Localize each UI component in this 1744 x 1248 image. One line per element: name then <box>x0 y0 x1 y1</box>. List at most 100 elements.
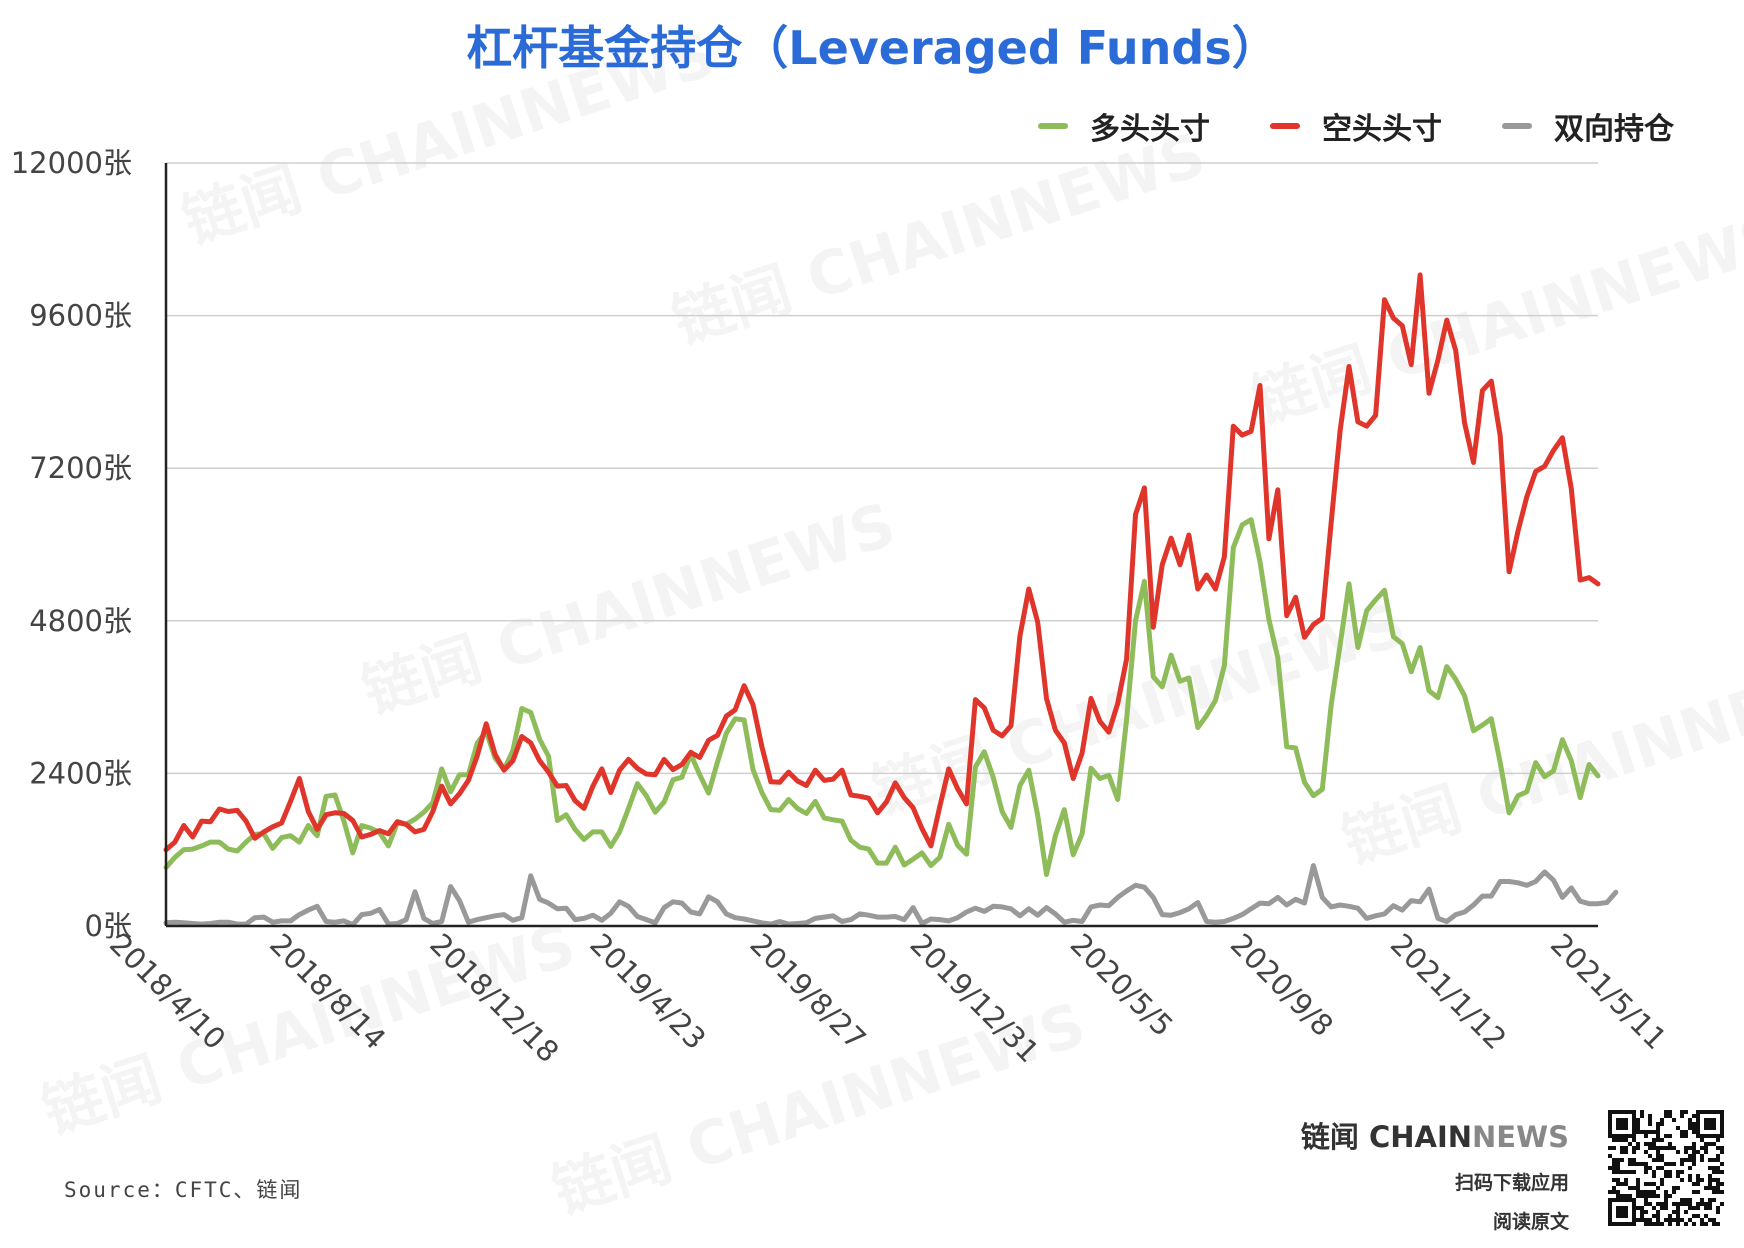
qr-module <box>1608 1130 1612 1134</box>
y-tick-label: 9600张 <box>29 299 132 333</box>
qr-module <box>1608 1202 1612 1206</box>
legend: 多头头寸 空头头寸 双向持仓 <box>1038 104 1674 148</box>
qr-module <box>1692 1214 1696 1218</box>
qr-module <box>1656 1214 1660 1218</box>
qr-module <box>1660 1182 1664 1186</box>
qr-module <box>1712 1142 1716 1146</box>
qr-module <box>1720 1146 1724 1150</box>
qr-module <box>1660 1118 1664 1122</box>
qr-module <box>1720 1150 1724 1154</box>
qr-module <box>1716 1222 1720 1226</box>
brand-name: 链闻 CHAINNEWS <box>1301 1114 1569 1156</box>
qr-module <box>1608 1210 1612 1214</box>
qr-module <box>1656 1126 1660 1130</box>
x-tick-label: 2018/8/14 <box>263 927 392 1056</box>
qr-module <box>1712 1170 1716 1174</box>
qr-module <box>1712 1158 1716 1162</box>
qr-module <box>1692 1162 1696 1166</box>
qr-module <box>1716 1110 1720 1114</box>
qr-module <box>1704 1222 1708 1226</box>
qr-module <box>1656 1202 1660 1206</box>
qr-module <box>1616 1214 1620 1218</box>
qr-module <box>1608 1110 1612 1114</box>
qr-module <box>1620 1138 1624 1142</box>
chart-title: 杠杆基金持仓（Leveraged Funds） <box>466 21 1278 75</box>
qr-module <box>1652 1182 1656 1186</box>
x-tick-label: 2020/9/8 <box>1224 927 1340 1043</box>
qr-module <box>1652 1138 1656 1142</box>
qr-module <box>1692 1150 1696 1154</box>
qr-code-icon[interactable] <box>1608 1110 1724 1226</box>
qr-module <box>1636 1194 1640 1198</box>
qr-module <box>1696 1190 1700 1194</box>
qr-module <box>1636 1126 1640 1130</box>
qr-module <box>1644 1218 1648 1222</box>
qr-module <box>1616 1134 1620 1138</box>
qr-module <box>1616 1166 1620 1170</box>
qr-module <box>1648 1222 1652 1226</box>
legend-swatch-spread <box>1502 123 1532 129</box>
qr-module <box>1712 1190 1716 1194</box>
qr-module <box>1656 1218 1660 1222</box>
qr-module <box>1628 1198 1632 1202</box>
qr-module <box>1672 1146 1676 1150</box>
qr-module <box>1672 1162 1676 1166</box>
x-tick-label: 2021/1/12 <box>1384 927 1513 1056</box>
qr-module <box>1628 1142 1632 1146</box>
qr-module <box>1628 1222 1632 1226</box>
qr-module <box>1624 1170 1628 1174</box>
qr-module <box>1704 1186 1708 1190</box>
qr-module <box>1620 1126 1624 1130</box>
qr-module <box>1612 1222 1616 1226</box>
qr-module <box>1704 1146 1708 1150</box>
qr-module <box>1636 1146 1640 1150</box>
qr-module <box>1712 1134 1716 1138</box>
qr-module <box>1684 1222 1688 1226</box>
axes <box>164 163 1598 928</box>
qr-module <box>1676 1126 1680 1130</box>
qr-module <box>1632 1134 1636 1138</box>
qr-module <box>1608 1166 1612 1170</box>
qr-module <box>1612 1166 1616 1170</box>
qr-module <box>1676 1206 1680 1210</box>
qr-module <box>1704 1134 1708 1138</box>
qr-module <box>1708 1198 1712 1202</box>
qr-module <box>1660 1138 1664 1142</box>
qr-module <box>1624 1122 1628 1126</box>
qr-module <box>1616 1182 1620 1186</box>
qr-module <box>1660 1222 1664 1226</box>
qr-module <box>1632 1198 1636 1202</box>
qr-module <box>1632 1126 1636 1130</box>
qr-module <box>1716 1170 1720 1174</box>
qr-module <box>1620 1150 1624 1154</box>
qr-module <box>1680 1110 1684 1114</box>
qr-module <box>1708 1134 1712 1138</box>
spread-position-line <box>163 863 1619 928</box>
qr-module <box>1656 1150 1660 1154</box>
qr-module <box>1700 1158 1704 1162</box>
qr-module <box>1688 1146 1692 1150</box>
qr-module <box>1656 1194 1660 1198</box>
qr-module <box>1656 1134 1660 1138</box>
qr-module <box>1692 1222 1696 1226</box>
qr-module <box>1688 1206 1692 1210</box>
qr-module <box>1648 1218 1652 1222</box>
qr-module <box>1696 1150 1700 1154</box>
qr-module <box>1628 1158 1632 1162</box>
qr-module <box>1712 1198 1716 1202</box>
qr-module <box>1648 1130 1652 1134</box>
qr-module <box>1720 1110 1724 1114</box>
qr-module <box>1664 1206 1668 1210</box>
qr-module <box>1704 1122 1708 1126</box>
qr-module <box>1696 1110 1700 1114</box>
qr-module <box>1716 1138 1720 1142</box>
qr-module <box>1664 1202 1668 1206</box>
qr-module <box>1624 1110 1628 1114</box>
qr-module <box>1628 1170 1632 1174</box>
qr-module <box>1644 1182 1648 1186</box>
qr-module <box>1652 1206 1656 1210</box>
legend-label-long: 多头头寸 <box>1090 112 1210 147</box>
qr-module <box>1616 1138 1620 1142</box>
qr-module <box>1716 1210 1720 1214</box>
qr-module <box>1668 1142 1672 1146</box>
